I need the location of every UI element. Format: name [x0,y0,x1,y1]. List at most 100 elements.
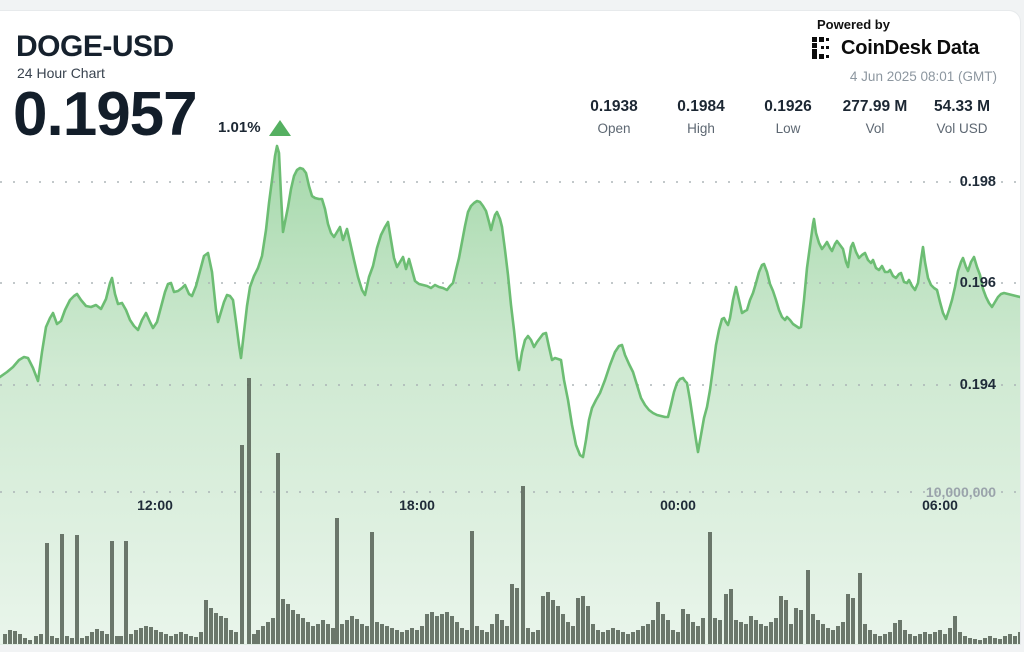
stat-high: 0.1984 High [659,98,743,137]
volume-bar [933,632,937,644]
price-line [0,146,1024,457]
volume-bar [531,632,535,644]
volume-bar [799,610,803,644]
instrument-symbol: DOGE-USD [16,30,174,63]
brand-name: CoinDesk Data [841,37,979,60]
stat-open: 0.1938 Open [572,99,656,137]
stats-row: 0.1938 Open 0.1984 High 0.1926 Low 277.9… [572,98,1004,137]
volume-bar [988,636,992,644]
volume-bar [953,616,957,644]
volume-bar [898,620,902,644]
last-price: 0.1957 [13,80,198,149]
chart-subtitle: 24 Hour Chart [17,65,105,81]
volume-bar [656,602,660,644]
volume-bar [779,596,783,644]
volume-bar [159,632,163,644]
volume-bar [119,636,123,644]
volume-bar [893,623,897,644]
volume-bar [928,634,932,644]
volume-bar [601,632,605,644]
volume-bar [566,622,570,644]
price-change: 1.01% [218,119,291,136]
volume-bar [199,632,203,644]
volume-bar [189,636,193,644]
volume-bar [841,622,845,644]
volume-bar [708,532,712,644]
volume-bar [209,608,213,644]
change-percent: 1.01% [218,119,261,136]
volume-bar [626,634,630,644]
volume-bar [139,628,143,644]
volume-bar [39,634,43,644]
volume-bar [526,628,530,644]
volume-bar [671,630,675,644]
volume-bar [495,614,499,644]
volume-bar [80,638,84,644]
volume-bar [224,618,228,644]
volume-bar [415,630,419,644]
brand-row: CoinDesk Data [811,36,997,60]
volume-bar [621,632,625,644]
volume-bar [556,606,560,644]
volume-bar [85,636,89,644]
volume-bar [883,634,887,644]
volume-bar [45,543,49,644]
volume-bar [252,634,256,644]
volume-bar [281,599,285,644]
volume-bar [998,639,1002,644]
volume-bar [958,632,962,644]
volume-bar [261,626,265,644]
volume-bar [485,632,489,644]
stat-high-value: 0.1984 [677,98,725,115]
brand-name-suffix: Data [936,36,980,59]
volume-bar [769,622,773,644]
volume-bar [360,624,364,644]
volume-bar [100,631,104,644]
volume-bar [385,626,389,644]
volume-bar [321,620,325,644]
volume-bar [204,600,208,644]
volume-bar [430,612,434,644]
x-axis-time-label: 00:00 [660,497,696,513]
volume-bar [836,626,840,644]
volume-bar [18,634,22,644]
volume-bar [611,628,615,644]
volume-bar [903,630,907,644]
volume-bar [154,630,158,644]
stat-low-value: 0.1926 [764,98,812,115]
volume-bar [696,626,700,644]
volume-bar [301,618,305,644]
volume-bar [789,624,793,644]
volume-bar [948,628,952,644]
brand-name-main: CoinDesk [841,36,932,59]
volume-bar [873,634,877,644]
stat-volume-label: Vol [865,121,885,136]
volume-bar [390,628,394,644]
stat-volume-usd: 54.33 M Vol USD [920,99,1004,137]
volume-bar [194,637,198,644]
volume-bar [908,634,912,644]
volume-bar [184,634,188,644]
volume-bar [744,624,748,644]
volume-bar [95,629,99,644]
volume-bar [729,589,733,644]
volume-bar [90,632,94,644]
volume-bar [863,624,867,644]
volume-bar [546,592,550,644]
volume-bar [983,638,987,644]
volume-bar [380,624,384,644]
volume-bar [23,638,27,644]
volume-bar [335,518,339,644]
volume-bar [676,632,680,644]
volume-bar [34,636,38,644]
price-area-fill [0,146,1024,645]
volume-bar [345,620,349,644]
stat-volume-value: 277.99 M [842,98,908,115]
volume-bar [686,614,690,644]
volume-bar [878,636,882,644]
volume-bar [978,640,982,644]
volume-bar [713,618,717,644]
volume-bar [774,618,778,644]
volume-bar [606,630,610,644]
